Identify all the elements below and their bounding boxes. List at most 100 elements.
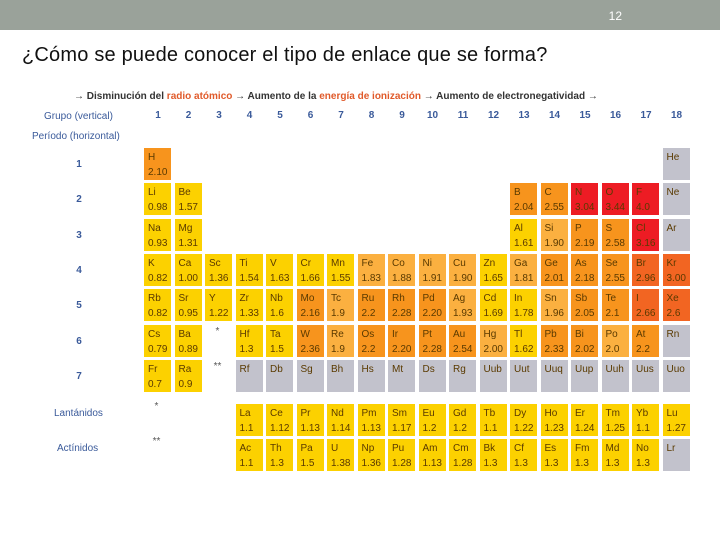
element-cell: Sn 1.96 [539,288,569,323]
element-cell: In 1.78 [509,288,538,323]
electronegativity-value: 2.55 [544,202,564,214]
electronegativity-value: 2.33 [544,343,564,355]
element-cell: Po 2.0 [600,323,630,358]
element-cell: Cs 0.79 [143,323,172,358]
element-symbol: Pr [300,408,311,419]
element-cell: Cl 3.16 [631,217,660,252]
electronegativity-value: 1.22 [514,423,534,434]
element-symbol: P [575,222,582,234]
element-symbol: Rn [666,328,680,340]
group-label: Grupo (vertical) [44,111,113,122]
element-cell: Sr 0.95 [173,288,203,323]
element-symbol: Gd [453,408,467,419]
element-cell: As 2.18 [570,252,599,287]
element-symbol: Ne [666,187,680,199]
electronegativity-value: 1.1 [636,423,650,434]
electronegativity-value: 1.81 [514,272,534,284]
electronegativity-value: 1.1 [483,423,498,434]
electronegativity-value: 2.01 [544,272,564,284]
element-symbol: Li [148,187,156,199]
group-number: 15 [579,110,591,121]
electronegativity-value: 0.82 [148,308,168,320]
element-cell: Zr 1.33 [234,288,264,323]
group-number: 12 [487,110,500,121]
electronegativity-value: 1.83 [361,272,381,284]
element-cell: Tm 1.25 [600,403,630,437]
element-cell: Gd 1.2 [448,403,477,437]
electronegativity-value: 1.5 [270,343,284,355]
lanthanide-row-marker: * [154,401,159,412]
element-symbol: Mg [178,222,193,234]
period-number: 6 [76,335,82,347]
element-cell: Pa 1.5 [295,438,325,472]
electronegativity-value: 1.36 [209,272,229,284]
element-symbol: Ag [453,293,466,305]
element-symbol: Pu [392,443,405,454]
element-cell: Am 1.13 [417,438,447,472]
period-number: 1 [76,159,82,170]
element-cell: Ta 1.5 [265,323,294,358]
electronegativity-value: 0.79 [148,343,168,355]
electronegativity-value: 3.16 [636,237,656,249]
element-cell: At 2.2 [631,323,660,358]
element-cell: Rn [661,323,691,358]
element-cell: Tc 1.9 [326,288,355,323]
element-cell: V 1.63 [265,252,294,287]
element-symbol: Cu [453,257,466,269]
element-cell: Nb 1.6 [265,288,294,323]
electronegativity-value: 0.7 [148,378,162,390]
element-cell: Na 0.93 [143,217,172,252]
electronegativity-value: 1.17 [392,423,412,434]
electronegativity-value: 2.20 [422,308,442,320]
element-symbol: Ta [270,328,281,340]
element-symbol: Pm [361,408,377,419]
element-symbol: Er [575,408,585,419]
electronegativity-value: 1.91 [422,272,442,284]
electronegativity-value: 1.13 [422,458,442,469]
element-cell: Ti 1.54 [234,252,264,287]
element-cell: Si 1.90 [539,217,569,252]
element-symbol: Na [148,222,161,234]
element-symbol: W [300,328,310,340]
trend-header: → Disminución del radio atómico → Aument… [74,91,598,102]
electronegativity-value: 2.55 [605,272,625,284]
header-part-5: → Aumento de electronegatividad → [420,91,598,102]
element-symbol: Uup [575,363,594,375]
element-symbol: Hs [361,363,374,375]
element-cell: Uut [509,358,538,393]
element-symbol: Ra [178,363,192,375]
electronegativity-value: 1.3 [636,458,650,469]
element-cell: S 2.58 [600,217,630,252]
element-symbol: Th [270,443,282,454]
element-symbol: Cl [636,222,646,234]
element-symbol: Uuq [544,363,563,375]
element-cell: U 1.38 [326,438,355,472]
electronegativity-value: 2.58 [605,237,625,249]
element-cell: Pb 2.33 [539,323,569,358]
element-symbol: Si [544,222,554,234]
element-cell: Au 2.54 [448,323,477,358]
element-cell: Uuh [600,358,630,393]
element-cell: P 2.19 [570,217,599,252]
group-number: 16 [609,110,622,121]
element-cell: Li 0.98 [143,182,172,217]
period-number: 7 [76,370,82,382]
element-cell: Pr 1.13 [295,403,325,437]
element-symbol: Yb [636,408,649,419]
element-symbol: Au [453,328,466,340]
element-symbol: Kr [666,257,677,269]
element-cell: Te 2.1 [600,288,630,323]
element-symbol: Cs [148,328,161,340]
element-cell: W 2.36 [295,323,325,358]
electronegativity-value: 2.20 [392,343,412,355]
element-cell: Fr 0.7 [143,358,172,393]
element-symbol: Cd [483,293,497,305]
electronegativity-value: 1.2 [453,423,467,434]
element-symbol: Ge [544,257,558,269]
electronegativity-value: 1.6 [270,308,284,320]
element-symbol: Md [605,443,620,454]
group-number: 7 [338,110,344,121]
lanthanide-marker: * [215,326,220,337]
element-symbol: Tb [483,408,496,419]
element-cell: Os 2.2 [356,323,386,358]
